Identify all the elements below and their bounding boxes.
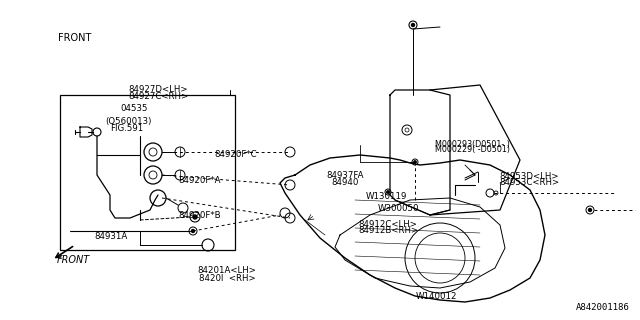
Text: (Q560013): (Q560013) [106, 117, 152, 126]
Text: FRONT: FRONT [58, 33, 91, 43]
Text: FRONT: FRONT [57, 255, 90, 265]
Text: 84920F*C: 84920F*C [214, 150, 257, 159]
Text: 84201A<LH>: 84201A<LH> [198, 266, 257, 275]
Text: 84937FA: 84937FA [326, 171, 364, 180]
Text: 84931A: 84931A [95, 232, 128, 241]
Text: 84940: 84940 [332, 178, 359, 187]
Circle shape [412, 23, 415, 27]
Bar [60, 95, 235, 250]
Text: FIG.591: FIG.591 [110, 124, 143, 132]
Circle shape [414, 161, 416, 163]
Text: 84953D<LH>: 84953D<LH> [499, 172, 559, 180]
Text: 84953C<RH>: 84953C<RH> [499, 178, 559, 187]
Circle shape [191, 229, 195, 233]
Text: 84920F*B: 84920F*B [178, 211, 221, 220]
Text: 84927C<RH>: 84927C<RH> [128, 92, 188, 100]
Text: A842001186: A842001186 [576, 303, 630, 312]
Circle shape [589, 209, 591, 212]
Text: W140012: W140012 [416, 292, 458, 301]
Text: 8420l  <RH>: 8420l <RH> [199, 274, 255, 283]
Text: W130119: W130119 [366, 192, 408, 201]
Text: M000293(D0501- ): M000293(D0501- ) [435, 140, 510, 148]
Text: 84912B<RH>: 84912B<RH> [358, 226, 419, 235]
Text: W300050: W300050 [378, 204, 419, 212]
Text: 84927D<LH>: 84927D<LH> [128, 85, 188, 94]
Circle shape [387, 191, 389, 193]
Text: M000229( -D0501): M000229( -D0501) [435, 145, 510, 154]
Text: 84912C<LH>: 84912C<LH> [358, 220, 417, 228]
Text: 04535: 04535 [120, 104, 148, 113]
Text: 84920F*A: 84920F*A [178, 176, 220, 185]
Circle shape [193, 215, 197, 219]
